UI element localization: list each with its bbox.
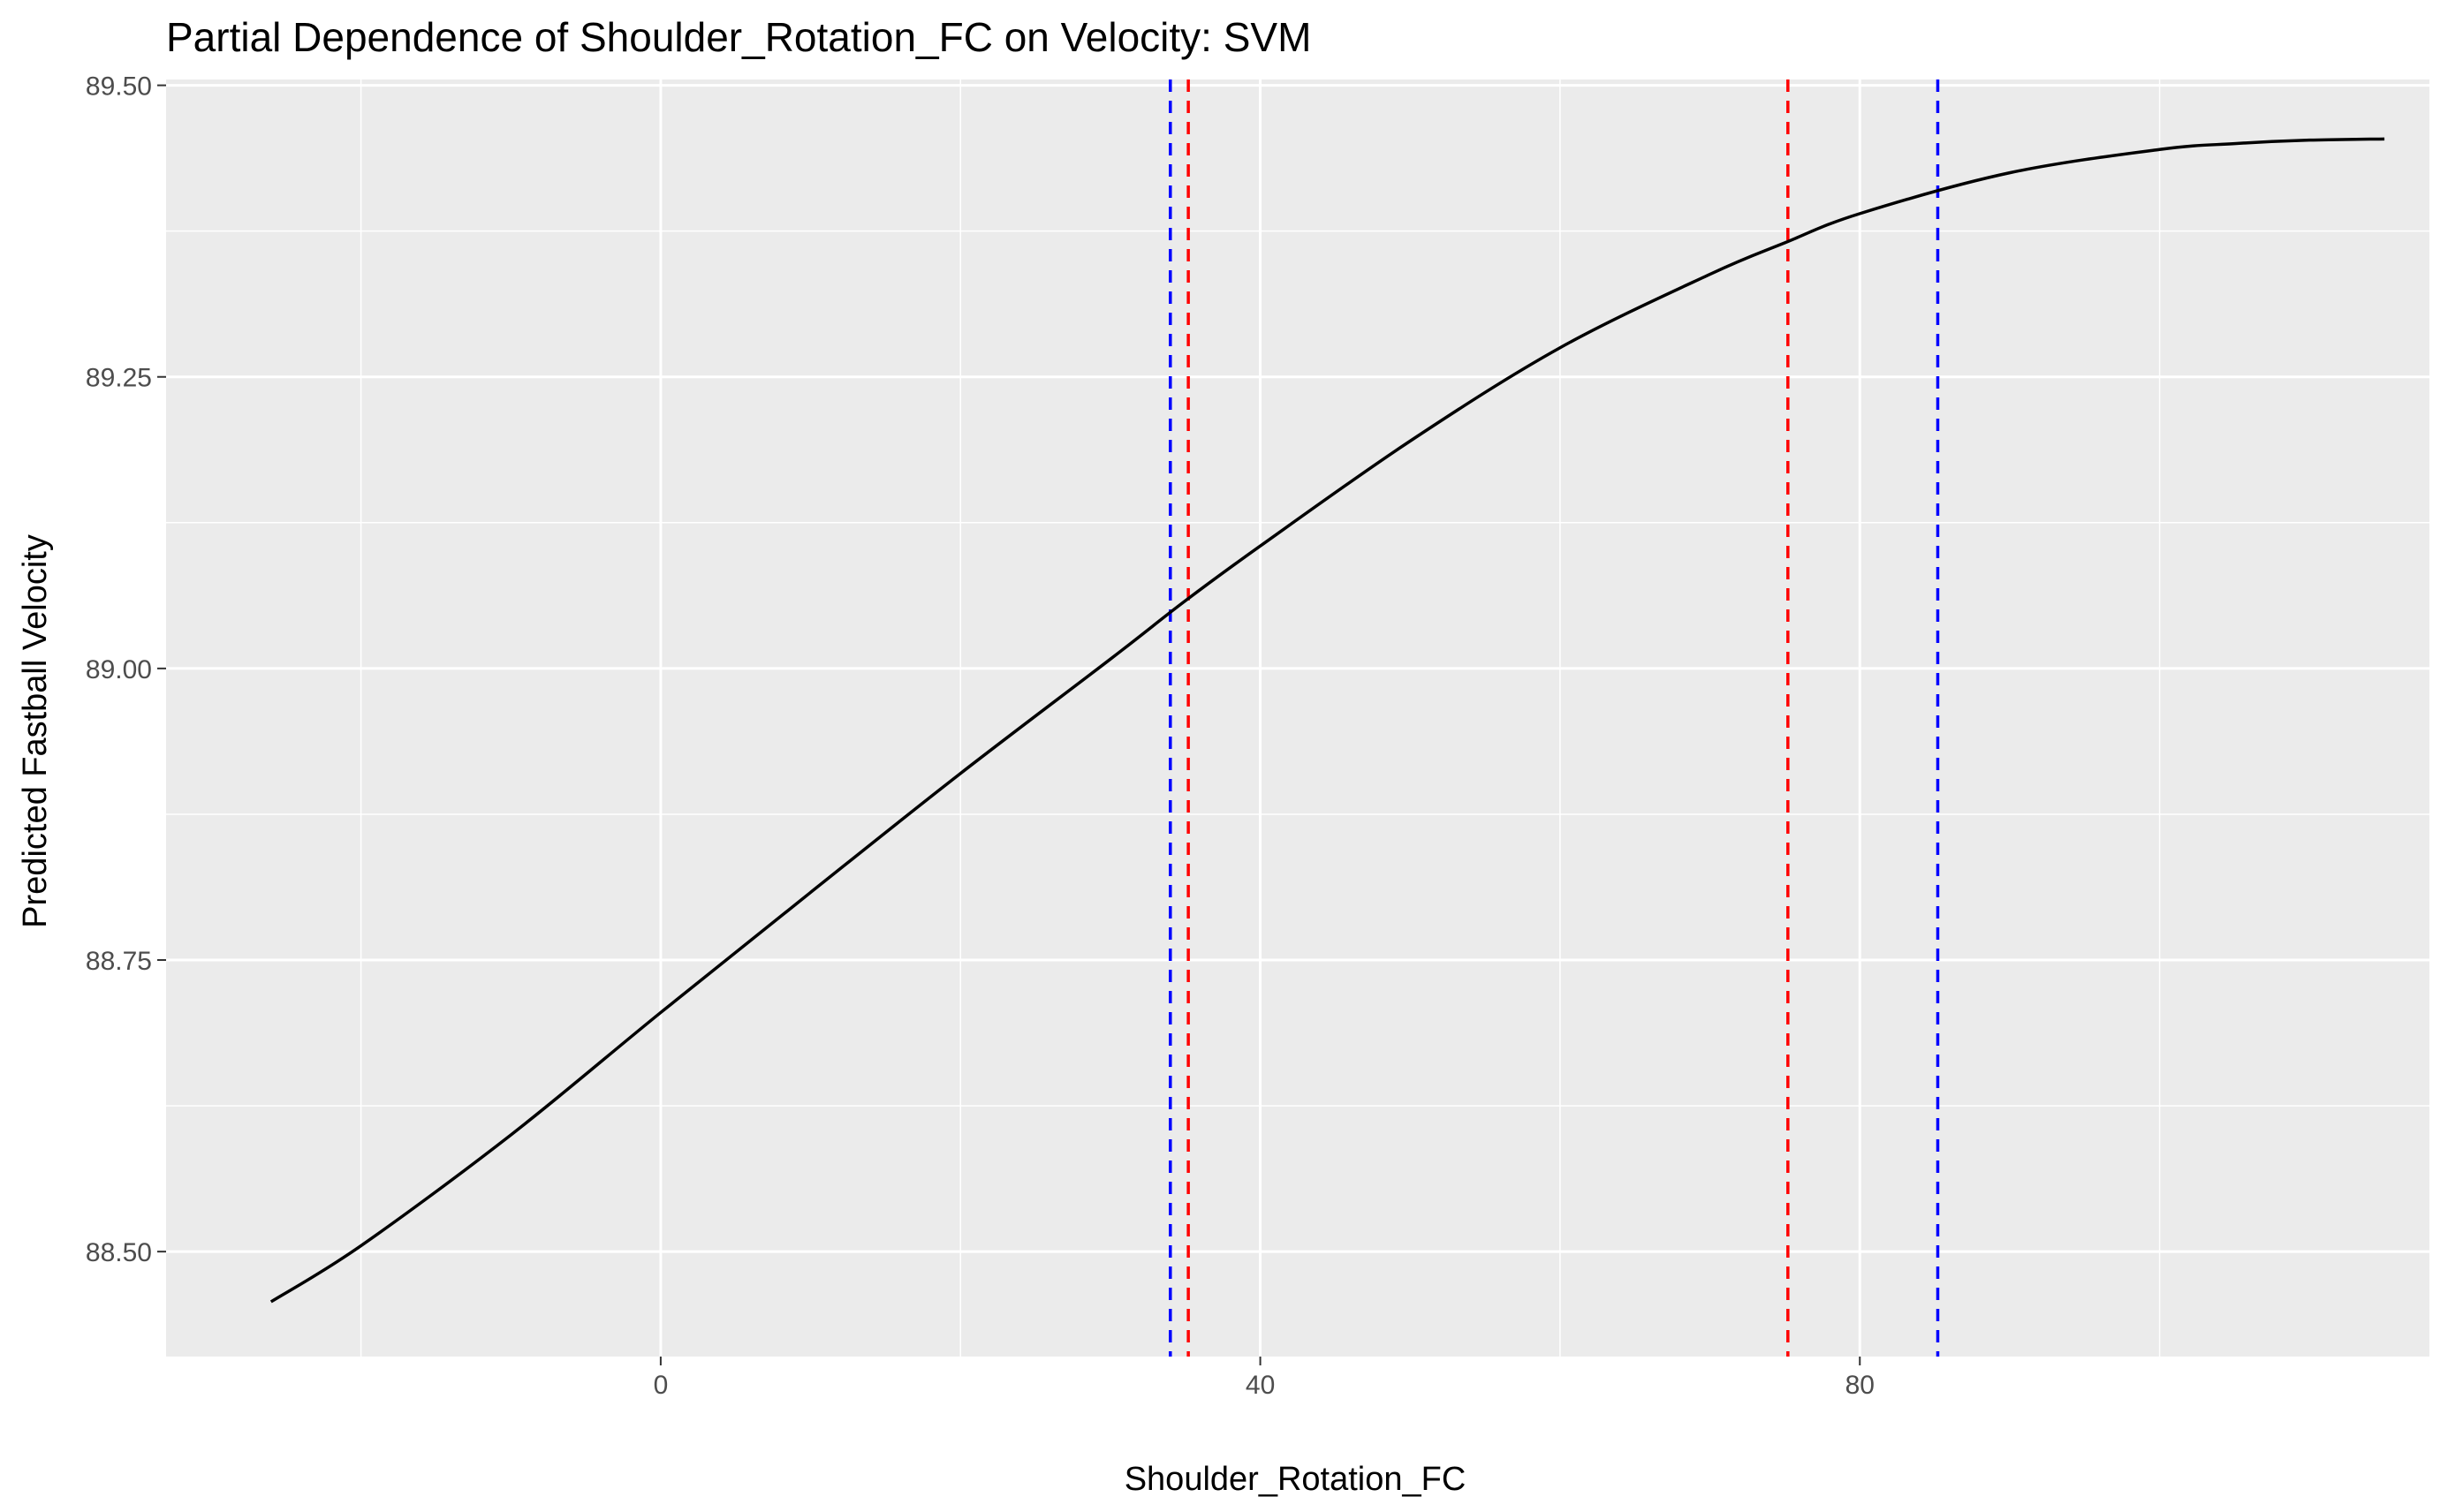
x-tick-label: 40	[1246, 1371, 1275, 1400]
y-axis: 88.50 88.75 89.00 89.25 89.50	[86, 72, 166, 1267]
y-tick-label: 89.00	[86, 655, 152, 684]
x-tick-label: 80	[1845, 1371, 1875, 1400]
y-tick-label: 89.50	[86, 72, 152, 102]
x-tick-label: 0	[654, 1371, 669, 1400]
x-axis-title: Shoulder_Rotation_FC	[1125, 1461, 1466, 1498]
plot-panel	[166, 79, 2429, 1357]
reference-lines	[1169, 79, 1940, 1357]
x-axis: 0 40 80	[654, 1357, 1875, 1400]
series-layer	[269, 137, 2385, 1304]
y-tick-label: 88.50	[86, 1238, 152, 1267]
y-tick-label: 88.75	[86, 947, 152, 976]
chart-title: Partial Dependence of Shoulder_Rotation_…	[166, 14, 1311, 60]
y-tick-label: 89.25	[86, 364, 152, 393]
grid-lines	[166, 79, 2429, 1357]
partial-dependence-curve	[269, 137, 2385, 1304]
y-axis-title: Predicted Fastball Velocity	[17, 534, 54, 928]
